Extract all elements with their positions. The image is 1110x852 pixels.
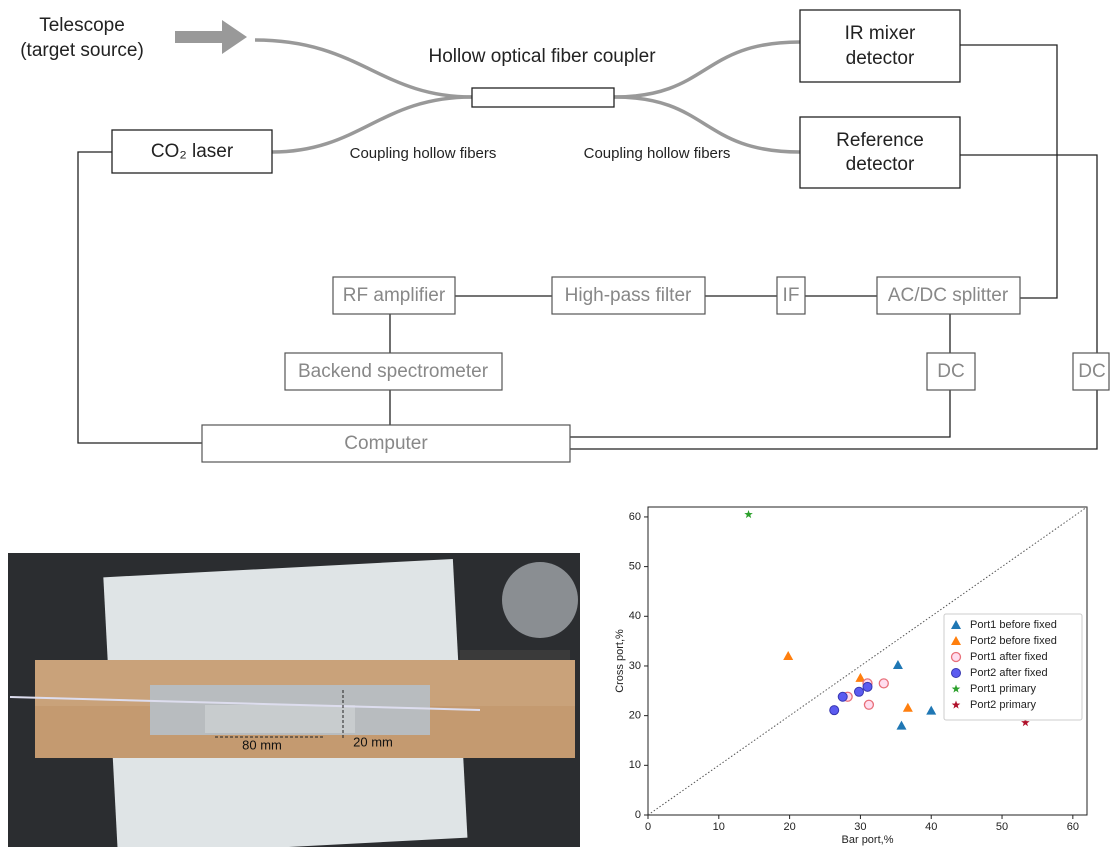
photo: 80 mm 20 mm [8, 553, 580, 847]
photo-label: 20 mm [353, 734, 393, 749]
label: AC/DC splitter [888, 285, 1009, 306]
y-tick-label: 30 [629, 660, 641, 672]
x-tick-label: 20 [783, 821, 795, 833]
label: IR mixer [845, 23, 916, 44]
photo-label: 80 mm [242, 737, 282, 752]
legend-marker [952, 653, 961, 662]
x-tick-label: 40 [925, 821, 937, 833]
marker [864, 700, 873, 709]
x-tick-label: 10 [713, 821, 725, 833]
legend-label: Port1 primary [970, 683, 1037, 695]
marker [893, 660, 903, 669]
label: (target source) [20, 40, 144, 61]
marker [926, 706, 936, 715]
box [800, 117, 960, 188]
box [800, 10, 960, 82]
label: detector [846, 154, 915, 175]
fiber [614, 97, 800, 152]
marker [744, 510, 753, 518]
label: RF amplifier [343, 285, 446, 306]
marker [863, 682, 872, 691]
diagram: Telescope (target source) Hollow optical… [20, 10, 1109, 462]
y-tick-label: 60 [629, 511, 641, 523]
x-tick-label: 0 [645, 821, 651, 833]
legend-marker [952, 669, 961, 678]
marker [783, 651, 793, 660]
chart: 0 10 20 30 40 50 60 0 10 20 30 40 50 60 Bar port,% Cros… [614, 507, 1087, 846]
legend-label: Port1 after fixed [970, 651, 1048, 663]
block [205, 705, 355, 733]
x-tick-label: 50 [996, 821, 1008, 833]
y-tick-label: 50 [629, 561, 641, 573]
arrow [175, 20, 247, 54]
marker [903, 703, 913, 712]
fiber [272, 97, 472, 152]
label: Coupling hollow fibers [350, 145, 497, 162]
label: Computer [344, 433, 428, 454]
y-tick-label: 20 [629, 710, 641, 722]
x-tick-label: 30 [854, 821, 866, 833]
marker [838, 692, 847, 701]
label: detector [846, 48, 915, 69]
legend-label: Port1 before fixed [970, 619, 1057, 631]
label: Hollow optical fiber coupler [428, 46, 656, 67]
x-axis-label: Bar port,% [842, 834, 894, 846]
y-tick-label: 10 [629, 759, 641, 771]
label: High-pass filter [565, 285, 692, 306]
x-tick-label: 60 [1067, 821, 1079, 833]
label: CO₂ laser [151, 141, 234, 162]
marker [830, 706, 839, 715]
mount [502, 562, 578, 638]
label: DC [937, 361, 964, 382]
label: Reference [836, 130, 924, 151]
coupler-box [472, 88, 614, 107]
y-tick-label: 0 [635, 809, 641, 821]
label: Backend spectrometer [298, 361, 489, 382]
marker [855, 687, 864, 696]
label: IF [783, 285, 800, 306]
label: Telescope [39, 15, 125, 36]
legend-label: Port2 after fixed [970, 667, 1048, 679]
y-tick-label: 40 [629, 610, 641, 622]
label: Coupling hollow fibers [584, 145, 731, 162]
legend-label: Port2 before fixed [970, 635, 1057, 647]
y-axis-label: Cross port,% [614, 629, 626, 693]
page: Telescope (target source) Hollow optical… [0, 0, 1110, 847]
label: DC [1078, 361, 1105, 382]
legend-label: Port2 primary [970, 699, 1037, 711]
marker [896, 721, 906, 730]
marker [879, 679, 888, 688]
